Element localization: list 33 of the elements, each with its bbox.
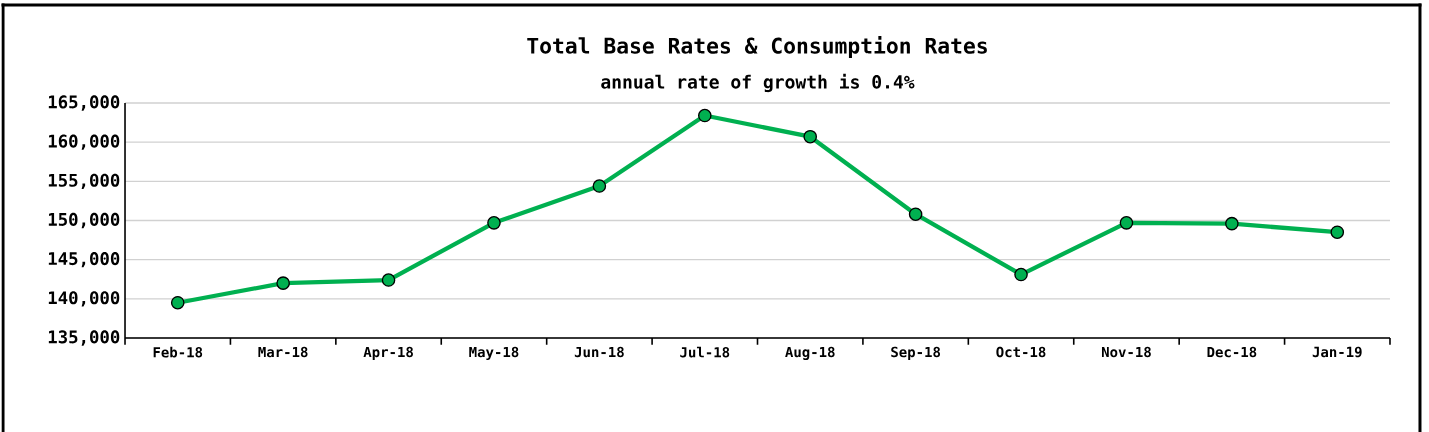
x-tick-label: Dec-18 [1207,346,1257,358]
point [487,216,501,230]
x-tick-label: Aug-18 [785,346,835,360]
point [698,108,712,123]
chart-title: Total Base Rates & Consumption Rates [527,36,987,58]
x-tick-label: Feb-18 [153,346,203,358]
point [170,295,185,310]
y-tick-label: 155,000 [48,173,120,189]
point [276,276,290,290]
point [592,179,607,193]
point [908,207,923,222]
x-tick-label: May-18 [469,346,519,360]
x-tick-label: Apr-18 [363,346,413,360]
x-tick-label: Jun-18 [574,346,624,358]
x-tick-label: Mar-18 [258,346,308,358]
point [1014,267,1028,282]
x-tick-label: Sep-18 [891,346,941,360]
y-tick-label: 140,000 [48,291,120,307]
point [1225,216,1239,231]
point [1119,216,1134,230]
x-tick-label: Oct-18 [996,346,1046,358]
x-tick-label: Jul-18 [680,346,730,358]
x-tick-label: Nov-18 [1101,346,1151,358]
chart-subtitle: annual rate of growth is 0.4% [601,73,915,93]
x-tick-label: Jan-19 [1312,346,1362,358]
y-tick-label: 135,000 [48,330,120,346]
point [1330,225,1345,240]
y-tick-label: 160,000 [48,134,120,150]
y-tick-label: 145,000 [48,252,120,268]
point [803,129,818,144]
y-tick-label: 165,000 [48,95,120,111]
y-tick-label: 150,000 [48,212,120,229]
point [381,273,396,287]
